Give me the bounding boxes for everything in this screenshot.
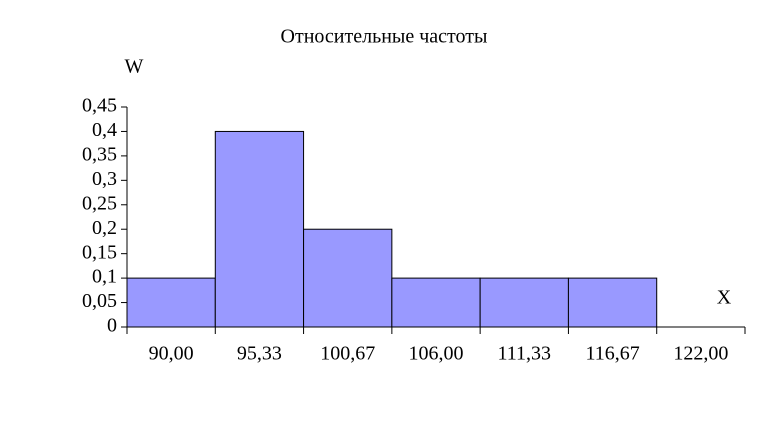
x-tick-label: 116,67	[585, 343, 639, 365]
bar	[479, 277, 569, 328]
y-tick-label: 0,45	[82, 95, 117, 117]
y-tick-label: 0,3	[92, 168, 117, 190]
y-tick-label: 0,25	[82, 192, 117, 214]
x-tick-label: 122,00	[673, 343, 728, 365]
bar	[303, 228, 393, 328]
x-tick-label: 90,00	[149, 343, 194, 365]
x-tick-label: 111,33	[498, 343, 552, 365]
y-tick-label: 0,15	[82, 241, 117, 263]
bar	[391, 277, 481, 328]
y-axis-label: W	[125, 56, 144, 78]
bar	[126, 277, 216, 328]
y-tick-label: 0	[107, 315, 117, 337]
y-tick-label: 0,2	[92, 217, 117, 239]
y-tick-label: 0,4	[92, 119, 117, 141]
chart-title: Относительные частоты	[281, 26, 488, 48]
x-tick-label: 95,33	[237, 343, 282, 365]
bar	[567, 277, 658, 328]
x-tick-label: 100,67	[320, 343, 375, 365]
y-tick-label: 0,05	[82, 290, 117, 312]
y-tick-label: 0,1	[92, 266, 117, 288]
x-axis-label: X	[717, 287, 732, 309]
bar	[214, 130, 305, 328]
y-tick-label: 0,35	[82, 143, 117, 165]
x-tick-label: 106,00	[409, 343, 464, 365]
